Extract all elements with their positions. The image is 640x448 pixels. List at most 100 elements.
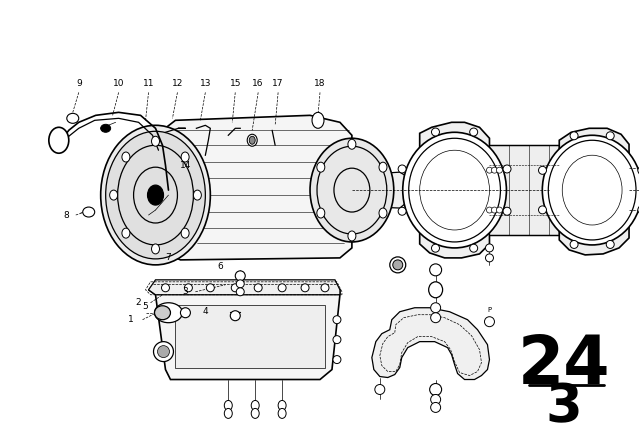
Text: P: P xyxy=(488,307,492,313)
Ellipse shape xyxy=(231,284,239,292)
Ellipse shape xyxy=(152,136,159,146)
Ellipse shape xyxy=(67,113,79,123)
Text: 7: 7 xyxy=(166,254,172,263)
Ellipse shape xyxy=(538,166,547,174)
Ellipse shape xyxy=(492,207,497,213)
Text: 3: 3 xyxy=(546,381,582,433)
Text: 11: 11 xyxy=(143,79,154,88)
Ellipse shape xyxy=(375,384,385,395)
Text: 18: 18 xyxy=(314,79,326,88)
Polygon shape xyxy=(175,305,325,367)
Ellipse shape xyxy=(247,134,257,146)
Ellipse shape xyxy=(484,317,495,327)
Text: 4: 4 xyxy=(202,307,208,316)
Text: 15: 15 xyxy=(230,79,241,88)
Ellipse shape xyxy=(497,167,502,173)
Text: 3: 3 xyxy=(182,287,188,296)
Ellipse shape xyxy=(254,284,262,292)
Ellipse shape xyxy=(538,206,547,214)
Polygon shape xyxy=(352,172,410,208)
Ellipse shape xyxy=(252,401,259,410)
Ellipse shape xyxy=(570,241,578,249)
Ellipse shape xyxy=(390,257,406,273)
Ellipse shape xyxy=(393,260,403,270)
Text: 2: 2 xyxy=(136,298,141,307)
Ellipse shape xyxy=(431,244,440,252)
Ellipse shape xyxy=(503,207,511,215)
Ellipse shape xyxy=(497,207,502,213)
Ellipse shape xyxy=(148,185,163,205)
Polygon shape xyxy=(559,128,629,255)
Ellipse shape xyxy=(193,190,202,200)
Ellipse shape xyxy=(181,228,189,238)
Ellipse shape xyxy=(429,264,442,276)
Ellipse shape xyxy=(310,138,394,242)
Ellipse shape xyxy=(206,284,214,292)
Ellipse shape xyxy=(431,303,440,313)
Ellipse shape xyxy=(321,284,329,292)
Polygon shape xyxy=(420,122,490,258)
Text: 17: 17 xyxy=(273,79,284,88)
Ellipse shape xyxy=(122,152,130,162)
Ellipse shape xyxy=(379,162,387,172)
Ellipse shape xyxy=(49,127,68,153)
Polygon shape xyxy=(490,145,559,235)
Ellipse shape xyxy=(301,284,309,292)
Ellipse shape xyxy=(230,311,240,321)
Ellipse shape xyxy=(317,208,325,218)
Ellipse shape xyxy=(348,139,356,149)
Ellipse shape xyxy=(100,124,111,132)
Text: 14: 14 xyxy=(180,161,191,170)
Ellipse shape xyxy=(606,241,614,249)
Ellipse shape xyxy=(252,409,259,418)
Text: 12: 12 xyxy=(172,79,183,88)
Ellipse shape xyxy=(486,254,493,262)
Ellipse shape xyxy=(398,165,406,173)
Ellipse shape xyxy=(503,165,511,173)
Ellipse shape xyxy=(431,395,440,405)
Ellipse shape xyxy=(333,316,341,324)
Ellipse shape xyxy=(431,402,440,413)
Ellipse shape xyxy=(249,136,255,144)
Ellipse shape xyxy=(429,282,443,298)
Text: 5: 5 xyxy=(143,302,148,311)
Text: 13: 13 xyxy=(200,79,211,88)
Ellipse shape xyxy=(236,288,244,296)
Ellipse shape xyxy=(161,284,170,292)
Polygon shape xyxy=(156,115,352,260)
Ellipse shape xyxy=(470,128,477,136)
Ellipse shape xyxy=(470,244,477,252)
Ellipse shape xyxy=(154,303,182,323)
Ellipse shape xyxy=(100,125,211,265)
Ellipse shape xyxy=(317,162,325,172)
Ellipse shape xyxy=(403,132,506,248)
Ellipse shape xyxy=(492,167,497,173)
Ellipse shape xyxy=(180,308,191,318)
Text: 8: 8 xyxy=(63,211,68,220)
Ellipse shape xyxy=(431,313,440,323)
Ellipse shape xyxy=(83,207,95,217)
Ellipse shape xyxy=(184,284,193,292)
Ellipse shape xyxy=(333,336,341,344)
Polygon shape xyxy=(148,280,340,295)
Ellipse shape xyxy=(486,207,492,213)
Ellipse shape xyxy=(152,244,159,254)
Ellipse shape xyxy=(278,409,286,418)
Ellipse shape xyxy=(236,280,244,288)
Ellipse shape xyxy=(429,383,442,396)
Ellipse shape xyxy=(638,206,640,214)
Ellipse shape xyxy=(154,342,173,362)
Text: 1: 1 xyxy=(128,315,134,324)
Text: 10: 10 xyxy=(113,79,124,88)
Ellipse shape xyxy=(181,152,189,162)
Ellipse shape xyxy=(431,128,440,136)
Ellipse shape xyxy=(236,271,245,281)
Ellipse shape xyxy=(638,166,640,174)
Ellipse shape xyxy=(224,401,232,410)
Ellipse shape xyxy=(570,132,578,140)
Ellipse shape xyxy=(333,356,341,364)
Polygon shape xyxy=(148,290,340,379)
Ellipse shape xyxy=(109,190,118,200)
Text: 9: 9 xyxy=(76,79,82,88)
Ellipse shape xyxy=(122,228,130,238)
